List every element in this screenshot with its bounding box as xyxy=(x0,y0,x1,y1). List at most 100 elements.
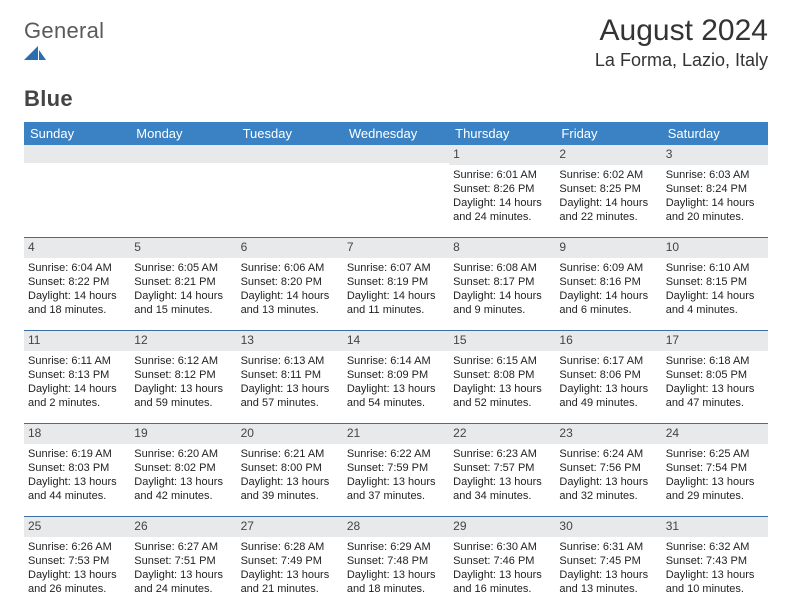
sunrise-line: Sunrise: 6:27 AM xyxy=(134,540,232,554)
sunrise-line: Sunrise: 6:24 AM xyxy=(559,447,657,461)
daylight-line: Daylight: 13 hours and 21 minutes. xyxy=(241,568,339,597)
header: GeneralBlue August 2024 La Forma, Lazio,… xyxy=(24,14,768,112)
sunrise-line: Sunrise: 6:19 AM xyxy=(28,447,126,461)
day-number: 30 xyxy=(555,517,661,537)
day-cell: 15Sunrise: 6:15 AMSunset: 8:08 PMDayligh… xyxy=(449,331,555,423)
daylight-line: Daylight: 13 hours and 47 minutes. xyxy=(666,382,764,411)
sunset-line: Sunset: 7:45 PM xyxy=(559,554,657,568)
sunrise-line: Sunrise: 6:18 AM xyxy=(666,354,764,368)
weekday-header: Wednesday xyxy=(343,122,449,145)
sunset-line: Sunset: 7:57 PM xyxy=(453,461,551,475)
sunset-line: Sunset: 8:21 PM xyxy=(134,275,232,289)
sunset-line: Sunset: 8:19 PM xyxy=(347,275,445,289)
sunset-line: Sunset: 8:00 PM xyxy=(241,461,339,475)
day-cell: 17Sunrise: 6:18 AMSunset: 8:05 PMDayligh… xyxy=(662,331,768,423)
daylight-line: Daylight: 13 hours and 37 minutes. xyxy=(347,475,445,504)
day-cell: 21Sunrise: 6:22 AMSunset: 7:59 PMDayligh… xyxy=(343,424,449,516)
day-number: 29 xyxy=(449,517,555,537)
sunrise-line: Sunrise: 6:28 AM xyxy=(241,540,339,554)
sunset-line: Sunset: 7:51 PM xyxy=(134,554,232,568)
sunset-line: Sunset: 8:24 PM xyxy=(666,182,764,196)
daylight-line: Daylight: 13 hours and 59 minutes. xyxy=(134,382,232,411)
daylight-line: Daylight: 13 hours and 26 minutes. xyxy=(28,568,126,597)
day-cell: 9Sunrise: 6:09 AMSunset: 8:16 PMDaylight… xyxy=(555,238,661,330)
daylight-line: Daylight: 14 hours and 20 minutes. xyxy=(666,196,764,225)
sunrise-line: Sunrise: 6:23 AM xyxy=(453,447,551,461)
calendar-page: GeneralBlue August 2024 La Forma, Lazio,… xyxy=(0,0,792,612)
day-cell: 8Sunrise: 6:08 AMSunset: 8:17 PMDaylight… xyxy=(449,238,555,330)
sunrise-line: Sunrise: 6:07 AM xyxy=(347,261,445,275)
sunset-line: Sunset: 8:05 PM xyxy=(666,368,764,382)
sunset-line: Sunset: 8:09 PM xyxy=(347,368,445,382)
location-subtitle: La Forma, Lazio, Italy xyxy=(595,50,768,71)
day-cell: 7Sunrise: 6:07 AMSunset: 8:19 PMDaylight… xyxy=(343,238,449,330)
sunset-line: Sunset: 7:43 PM xyxy=(666,554,764,568)
day-cell: 10Sunrise: 6:10 AMSunset: 8:15 PMDayligh… xyxy=(662,238,768,330)
daylight-line: Daylight: 14 hours and 13 minutes. xyxy=(241,289,339,318)
daylight-line: Daylight: 13 hours and 57 minutes. xyxy=(241,382,339,411)
sunset-line: Sunset: 8:15 PM xyxy=(666,275,764,289)
calendar-grid: SundayMondayTuesdayWednesdayThursdayFrid… xyxy=(24,122,768,609)
day-cell: 3Sunrise: 6:03 AMSunset: 8:24 PMDaylight… xyxy=(662,145,768,237)
day-cell xyxy=(343,145,449,237)
sunset-line: Sunset: 8:16 PM xyxy=(559,275,657,289)
sunset-line: Sunset: 8:02 PM xyxy=(134,461,232,475)
daylight-line: Daylight: 13 hours and 10 minutes. xyxy=(666,568,764,597)
day-cell: 26Sunrise: 6:27 AMSunset: 7:51 PMDayligh… xyxy=(130,517,236,609)
sunrise-line: Sunrise: 6:06 AM xyxy=(241,261,339,275)
weekday-header: Tuesday xyxy=(237,122,343,145)
daylight-line: Daylight: 14 hours and 11 minutes. xyxy=(347,289,445,318)
day-number: 12 xyxy=(130,331,236,351)
sunrise-line: Sunrise: 6:15 AM xyxy=(453,354,551,368)
day-number: 9 xyxy=(555,238,661,258)
daylight-line: Daylight: 13 hours and 18 minutes. xyxy=(347,568,445,597)
day-number: 15 xyxy=(449,331,555,351)
day-cell xyxy=(24,145,130,237)
day-cell: 24Sunrise: 6:25 AMSunset: 7:54 PMDayligh… xyxy=(662,424,768,516)
title-block: August 2024 La Forma, Lazio, Italy xyxy=(595,14,768,71)
sunrise-line: Sunrise: 6:14 AM xyxy=(347,354,445,368)
day-cell: 19Sunrise: 6:20 AMSunset: 8:02 PMDayligh… xyxy=(130,424,236,516)
sunrise-line: Sunrise: 6:25 AM xyxy=(666,447,764,461)
day-number: 3 xyxy=(662,145,768,165)
day-cell: 6Sunrise: 6:06 AMSunset: 8:20 PMDaylight… xyxy=(237,238,343,330)
daylight-line: Daylight: 14 hours and 24 minutes. xyxy=(453,196,551,225)
day-number: 28 xyxy=(343,517,449,537)
day-number xyxy=(237,145,343,163)
sunset-line: Sunset: 7:48 PM xyxy=(347,554,445,568)
sunrise-line: Sunrise: 6:30 AM xyxy=(453,540,551,554)
sunrise-line: Sunrise: 6:11 AM xyxy=(28,354,126,368)
day-number: 8 xyxy=(449,238,555,258)
day-number xyxy=(130,145,236,163)
daylight-line: Daylight: 13 hours and 34 minutes. xyxy=(453,475,551,504)
sunset-line: Sunset: 7:56 PM xyxy=(559,461,657,475)
sunset-line: Sunset: 7:49 PM xyxy=(241,554,339,568)
day-number: 18 xyxy=(24,424,130,444)
day-cell xyxy=(130,145,236,237)
day-number: 31 xyxy=(662,517,768,537)
day-number: 6 xyxy=(237,238,343,258)
daylight-line: Daylight: 13 hours and 32 minutes. xyxy=(559,475,657,504)
sunrise-line: Sunrise: 6:31 AM xyxy=(559,540,657,554)
daylight-line: Daylight: 14 hours and 4 minutes. xyxy=(666,289,764,318)
daylight-line: Daylight: 14 hours and 9 minutes. xyxy=(453,289,551,318)
day-number: 4 xyxy=(24,238,130,258)
sunset-line: Sunset: 8:08 PM xyxy=(453,368,551,382)
day-cell: 20Sunrise: 6:21 AMSunset: 8:00 PMDayligh… xyxy=(237,424,343,516)
sunset-line: Sunset: 7:54 PM xyxy=(666,461,764,475)
daylight-line: Daylight: 13 hours and 39 minutes. xyxy=(241,475,339,504)
sunrise-line: Sunrise: 6:01 AM xyxy=(453,168,551,182)
day-cell: 27Sunrise: 6:28 AMSunset: 7:49 PMDayligh… xyxy=(237,517,343,609)
day-cell: 16Sunrise: 6:17 AMSunset: 8:06 PMDayligh… xyxy=(555,331,661,423)
sunrise-line: Sunrise: 6:05 AM xyxy=(134,261,232,275)
brand-text: GeneralBlue xyxy=(24,18,104,112)
sunrise-line: Sunrise: 6:10 AM xyxy=(666,261,764,275)
day-number: 21 xyxy=(343,424,449,444)
weekday-header: Thursday xyxy=(449,122,555,145)
day-cell xyxy=(237,145,343,237)
day-cell: 5Sunrise: 6:05 AMSunset: 8:21 PMDaylight… xyxy=(130,238,236,330)
brand-text-2: Blue xyxy=(24,86,73,111)
day-number: 22 xyxy=(449,424,555,444)
day-cell: 31Sunrise: 6:32 AMSunset: 7:43 PMDayligh… xyxy=(662,517,768,609)
sunrise-line: Sunrise: 6:09 AM xyxy=(559,261,657,275)
